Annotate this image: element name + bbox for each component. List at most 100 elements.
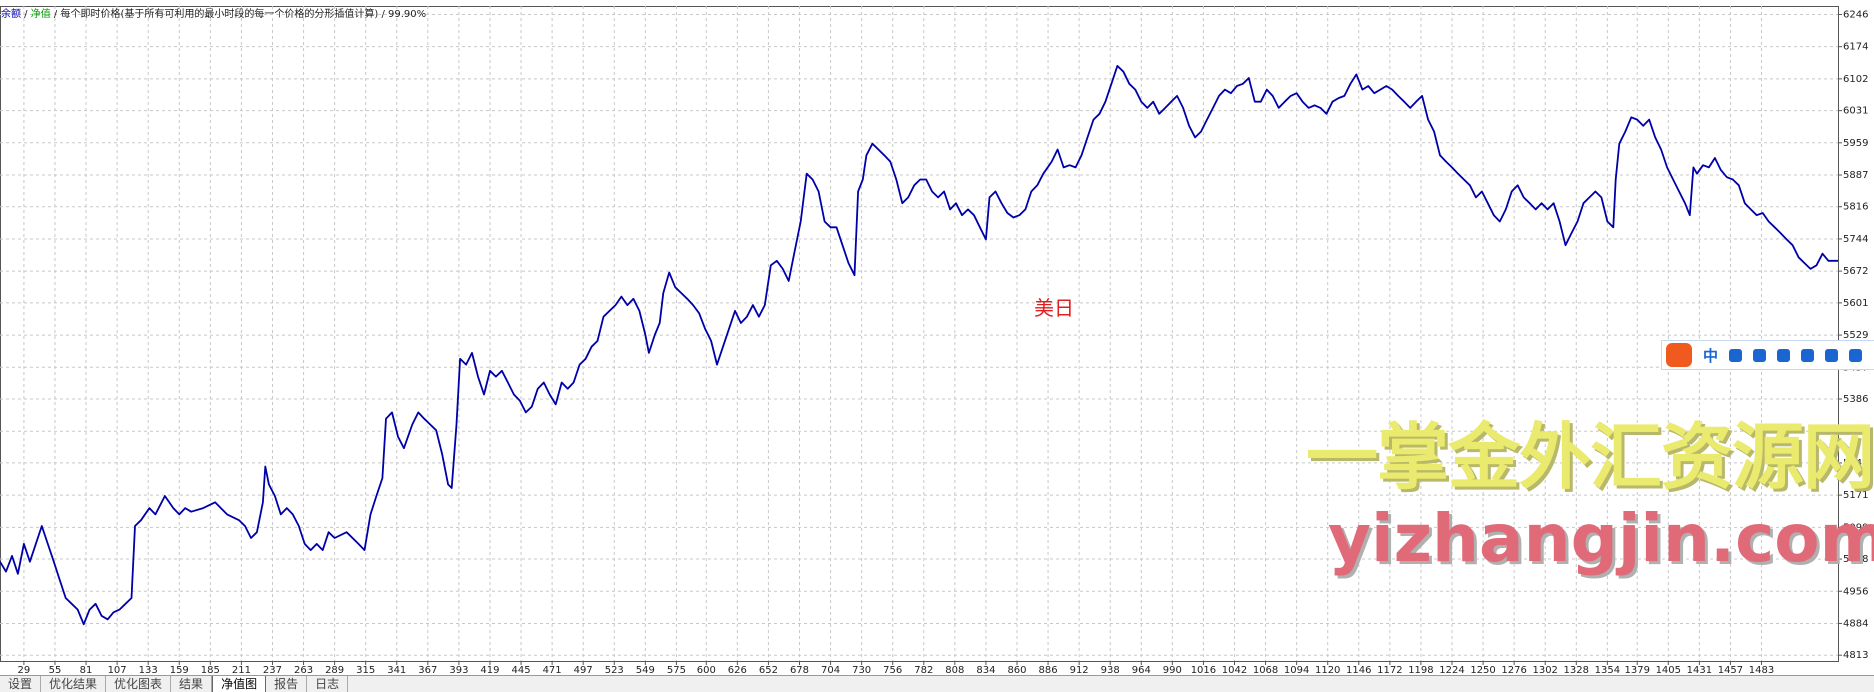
x-tick-label: 1302 [1532, 665, 1557, 676]
y-tick-label: 4956 [1843, 586, 1868, 597]
y-tick-label: 4813 [1843, 650, 1868, 661]
x-tick-label: 756 [883, 665, 902, 676]
x-tick-label: 393 [449, 665, 468, 676]
tab[interactable]: 报告 [266, 676, 308, 692]
y-tick-label: 6031 [1843, 106, 1868, 117]
x-tick-label: 1379 [1625, 665, 1650, 676]
x-tick-label: 1198 [1408, 665, 1433, 676]
tab-bar: 设置 优化结果 优化图表 结果 净值图 报告 日志 [0, 675, 1874, 692]
ime-icon[interactable] [1849, 348, 1863, 362]
x-tick-label: 1354 [1595, 665, 1620, 676]
x-tick-label: 990 [1163, 665, 1182, 676]
x-tick-label: 315 [356, 665, 375, 676]
y-tick-label: 6246 [1843, 9, 1868, 20]
x-tick-label: 159 [170, 665, 189, 676]
legend-equity: 净值 [21, 9, 51, 20]
ime-icon[interactable] [1777, 348, 1791, 362]
y-tick-label: 5959 [1843, 138, 1868, 149]
x-tick-label: 730 [852, 665, 871, 676]
x-tick-label: 497 [574, 665, 593, 676]
y-tick-label: 5386 [1843, 394, 1868, 405]
x-tick-label: 834 [976, 665, 995, 676]
y-tick-label: 5672 [1843, 266, 1868, 277]
quality-label: 99.90% [378, 9, 426, 20]
equity-line [0, 65, 1838, 626]
x-tick-label: 1068 [1253, 665, 1278, 676]
y-tick-label: 5601 [1843, 298, 1868, 309]
x-tick-label: 211 [232, 665, 251, 676]
watermark-cn: 一掌金外汇资源网 [1306, 415, 1874, 499]
y-tick-label: 5028 [1843, 554, 1868, 565]
ime-icon[interactable] [1801, 348, 1815, 362]
x-tick-label: 652 [759, 665, 778, 676]
y-tick-label: 5529 [1843, 330, 1868, 341]
x-tick-label: 704 [821, 665, 840, 676]
equity-chart: 6246 6174 6102 6031 5959 5887 5816 5744 5672 5601… [0, 6, 1868, 676]
x-tick-label: 1483 [1749, 665, 1774, 676]
x-tick-label: 1457 [1718, 665, 1743, 676]
y-tick-label: 5243 [1843, 458, 1868, 469]
ime-icon[interactable] [1753, 348, 1767, 362]
y-tick-label: 4884 [1843, 618, 1868, 629]
y-tick-label: 5816 [1843, 202, 1868, 213]
x-tick-label: 367 [418, 665, 437, 676]
x-tick-label: 1146 [1346, 665, 1371, 676]
y-tick-label: 5744 [1843, 234, 1868, 245]
x-tick-label: 289 [325, 665, 344, 676]
x-tick-label: 782 [914, 665, 933, 676]
y-tick-label: 5314 [1843, 426, 1868, 437]
x-tick-label: 1120 [1315, 665, 1340, 676]
tab[interactable]: 日志 [307, 676, 349, 692]
x-tick-label: 445 [511, 665, 530, 676]
x-tick-label: 626 [728, 665, 747, 676]
x-tick-label: 185 [201, 665, 220, 676]
x-tick-label: 938 [1101, 665, 1120, 676]
x-tick-label: 1172 [1377, 665, 1402, 676]
x-tick-label: 860 [1007, 665, 1026, 676]
x-tick-label: 107 [108, 665, 127, 676]
x-tick-label: 600 [697, 665, 716, 676]
x-tick-label: 237 [263, 665, 282, 676]
x-tick-label: 1016 [1191, 665, 1216, 676]
x-tick-label: 341 [387, 665, 406, 676]
y-tick-label: 5887 [1843, 170, 1868, 181]
x-tick-label: 1094 [1284, 665, 1309, 676]
x-tick-label: 575 [667, 665, 686, 676]
model-label: 每个即时价格(基于所有可利用的最小时段的每一个价格的分形插值计算) [51, 9, 379, 20]
x-tick-label: 808 [945, 665, 964, 676]
x-tick-label: 81 [80, 665, 93, 676]
x-tick-label: 886 [1039, 665, 1058, 676]
ime-mode[interactable]: 中 [1703, 346, 1719, 365]
tab[interactable]: 优化图表 [106, 676, 172, 692]
legend-balance: 余额 [1, 9, 21, 20]
tab[interactable]: 结果 [171, 676, 213, 692]
x-tick-label: 678 [790, 665, 809, 676]
ime-icon[interactable] [1729, 348, 1743, 362]
x-tick-label: 523 [605, 665, 624, 676]
x-tick-label: 29 [18, 665, 31, 676]
tab[interactable]: 净值图 [212, 676, 267, 692]
ime-icon[interactable] [1825, 348, 1839, 362]
ime-logo[interactable] [1666, 343, 1692, 367]
x-tick-label: 55 [49, 665, 62, 676]
x-tick-label: 1276 [1501, 665, 1526, 676]
tab[interactable]: 优化结果 [41, 676, 107, 692]
x-tick-label: 1431 [1687, 665, 1712, 676]
x-tick-label: 1224 [1439, 665, 1464, 676]
x-tick-label: 912 [1070, 665, 1089, 676]
x-tick-label: 471 [543, 665, 562, 676]
y-tick-label: 6102 [1843, 74, 1868, 85]
x-tick-label: 419 [480, 665, 499, 676]
ime-toolbar[interactable]: 中 [1661, 340, 1874, 370]
x-tick-label: 1250 [1470, 665, 1495, 676]
watermark-url: yizhangjin.com [1328, 500, 1874, 577]
x-tick-label: 1042 [1222, 665, 1247, 676]
y-tick-label: 5171 [1843, 490, 1868, 501]
chart-header: 余额净值每个即时价格(基于所有可利用的最小时段的每一个价格的分形插值计算)99.… [1, 5, 426, 20]
x-tick-label: 1328 [1564, 665, 1589, 676]
tab[interactable]: 设置 [0, 676, 42, 692]
x-tick-label: 133 [139, 665, 158, 676]
y-tick-label: 6174 [1843, 42, 1868, 53]
plot-area [0, 6, 1839, 662]
